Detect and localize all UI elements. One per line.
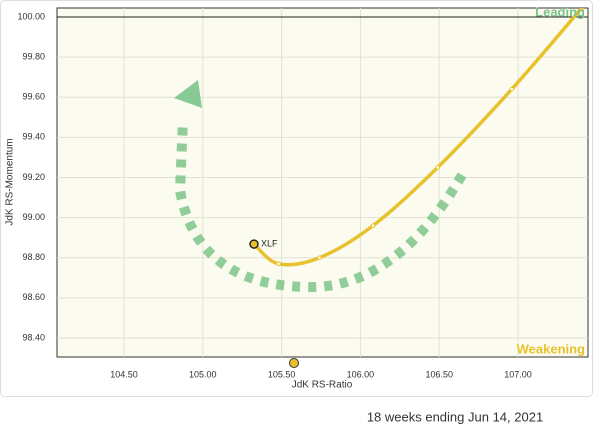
y-tick-label: 99.60 — [22, 92, 45, 102]
tail-point — [370, 223, 376, 228]
quadrant-label: Leading — [535, 4, 585, 19]
x-tick-label: 106.00 — [347, 369, 375, 379]
arrow-head — [174, 80, 202, 108]
tail-point — [276, 261, 281, 267]
x-tick-label: 106.50 — [425, 369, 453, 379]
plot-area — [56, 7, 589, 358]
y-tick-label: 98.60 — [22, 292, 45, 302]
x-axis-label: JdK RS-Ratio — [292, 380, 353, 391]
x-tick-label: 105.50 — [268, 369, 296, 379]
series-label: XLF — [261, 238, 278, 248]
y-axis-label: JdK RS-Momentum — [5, 138, 16, 225]
tail-point — [435, 165, 440, 170]
y-tick-label: 98.40 — [22, 332, 45, 342]
x-tick-label: 107.00 — [504, 369, 532, 379]
y-tick-label: 98.80 — [22, 252, 45, 262]
date-slider[interactable] — [289, 358, 299, 368]
x-tick-label: 104.50 — [110, 369, 138, 379]
tail-point — [317, 255, 322, 261]
footer: 18 weeks ending Jun 14, 2021 — [367, 409, 543, 424]
y-tick-label: 99.40 — [22, 132, 45, 142]
quadrant-label: Weakening — [517, 341, 585, 356]
tail-point — [509, 86, 515, 92]
y-tick-label: 99.00 — [22, 212, 45, 222]
y-tick-label: 99.80 — [22, 52, 45, 62]
x-tick-label: 105.00 — [189, 369, 217, 379]
y-tick-label: 100.00 — [17, 11, 45, 21]
head-point — [249, 239, 259, 249]
y-tick-label: 99.20 — [22, 172, 45, 182]
